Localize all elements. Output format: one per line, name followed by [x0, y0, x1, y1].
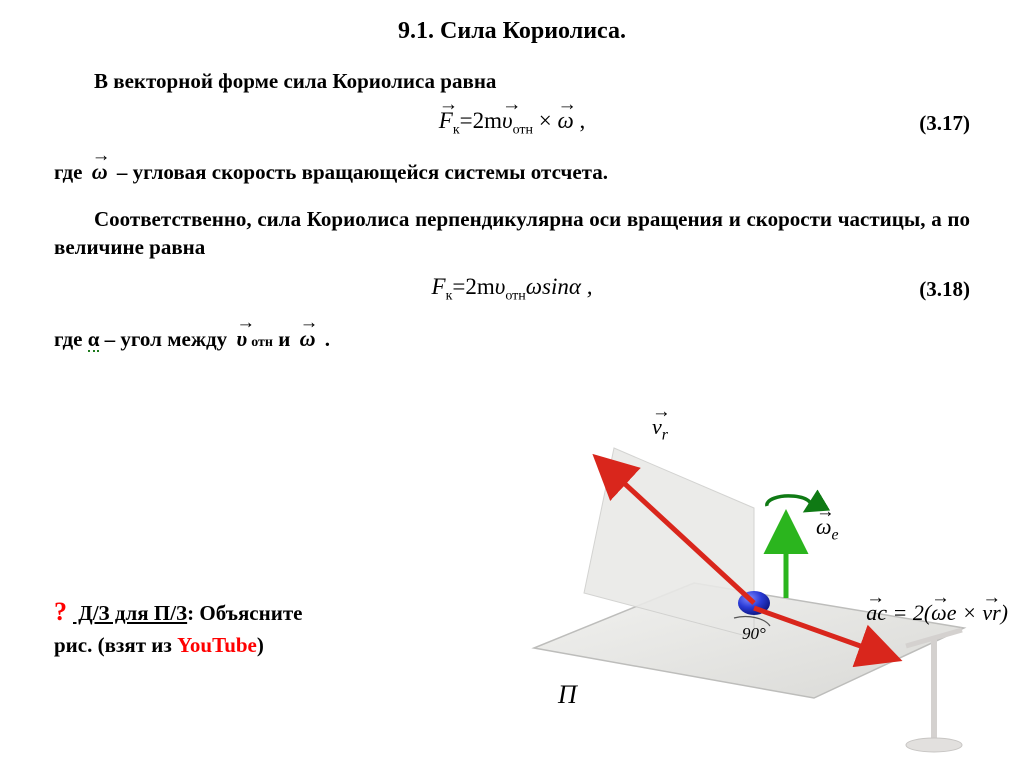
- hw-text-3: ): [257, 633, 264, 657]
- rotation-swirl: [767, 496, 811, 510]
- para-4-tail: .: [320, 327, 331, 351]
- label-vr: vr: [652, 414, 668, 444]
- alpha-squiggle: α: [88, 329, 100, 352]
- equation-1: Fк=2mυотн × ω ,: [439, 108, 585, 139]
- omega-inline: ω: [92, 157, 108, 187]
- para-1: В векторной форме сила Кориолиса равна: [54, 67, 970, 95]
- para-2: где ω – угловая скорость вращающейся сис…: [54, 157, 970, 187]
- question-mark: ?: [54, 597, 67, 626]
- hw-label: Д/З для П/З: [73, 601, 187, 625]
- equation-2: Fк=2mυотнωsinα ,: [432, 274, 593, 305]
- equation-2-row: Fк=2mυотнωsinα , (3.18): [54, 270, 970, 310]
- homework-block: ? Д/З для П/З: Объясните рис. (взят из Y…: [54, 594, 454, 660]
- para-4-and: и: [273, 327, 296, 351]
- section-title: 9.1. Сила Кориолиса.: [54, 18, 970, 45]
- pole-base: [906, 738, 962, 752]
- vec-v-inline: υ: [236, 324, 247, 354]
- equation-1-row: Fк=2mυотн × ω , (3.17): [54, 103, 970, 143]
- diagram-formula: ac = 2(ωe × vr): [866, 600, 1008, 626]
- label-pi: П: [558, 680, 577, 710]
- youtube-text: YouTube: [177, 633, 257, 657]
- vec-w-inline: ω: [300, 324, 316, 354]
- coriolis-diagram: vr ωe 90° П ac = 2(ωe × vr): [494, 398, 1014, 758]
- para-3: Соответственно, сила Кориолиса перпендик…: [54, 205, 970, 262]
- hw-text-1: : Объясните: [187, 601, 302, 625]
- para-4: где α – угол между υотн и ω .: [54, 324, 970, 354]
- para-4b: – угол между: [99, 327, 232, 351]
- label-angle: 90°: [742, 624, 766, 644]
- equation-2-number: (3.18): [919, 277, 970, 302]
- hw-text-2: рис. (взят из: [54, 633, 177, 657]
- vec-v-otn: υ: [502, 108, 513, 134]
- v-sub-inline: отн: [251, 335, 273, 350]
- para-4a: где: [54, 327, 88, 351]
- equation-1-number: (3.17): [919, 111, 970, 136]
- para-2b: – угловая скорость вращающейся системы о…: [112, 160, 608, 184]
- vec-F: F: [439, 108, 453, 134]
- label-we: ωe: [816, 514, 839, 544]
- vertical-plane: [584, 448, 754, 638]
- para-2a: где: [54, 160, 88, 184]
- vec-omega: ω: [557, 108, 573, 134]
